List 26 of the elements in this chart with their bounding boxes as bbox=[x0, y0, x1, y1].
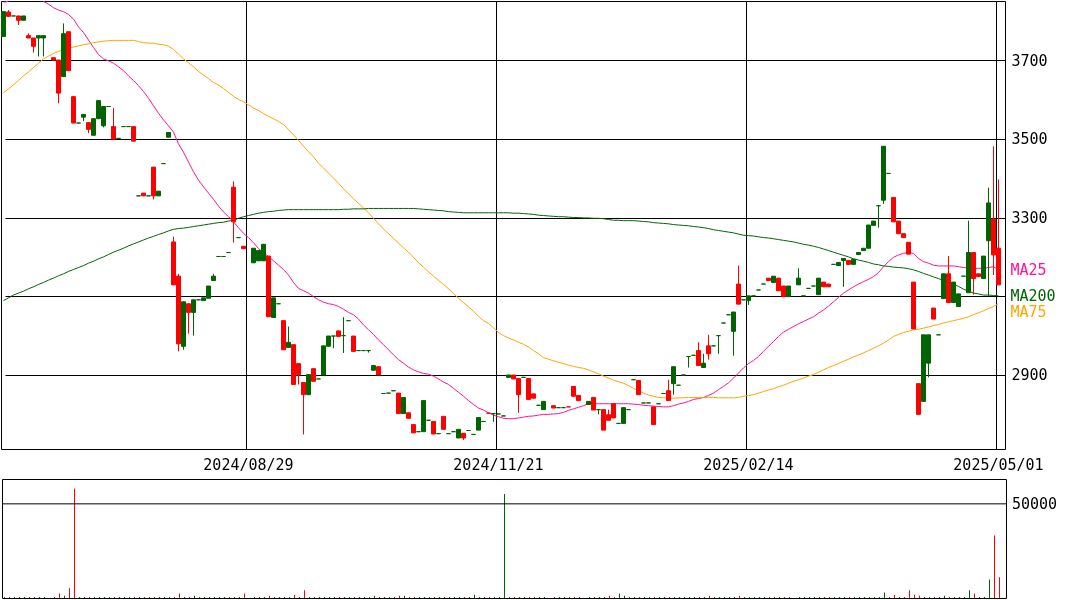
candlestick bbox=[731, 311, 736, 357]
y-tick-label: 3300 bbox=[1011, 209, 1048, 228]
x-tick-label: 2024/08/29 bbox=[203, 455, 294, 474]
candlestick bbox=[286, 326, 291, 348]
x-tick-label: 2025/05/01 bbox=[953, 455, 1044, 474]
text: 50000 bbox=[1012, 494, 1058, 513]
series-label: MA75 bbox=[1010, 302, 1047, 321]
candlestick bbox=[696, 341, 701, 367]
x-tick-label: 2025/02/14 bbox=[703, 455, 794, 474]
candlestick bbox=[736, 265, 741, 305]
candlestick bbox=[301, 381, 306, 435]
candlestick bbox=[396, 392, 401, 415]
y-tick-label: 3700 bbox=[1011, 51, 1048, 70]
series-label: MA25 bbox=[1010, 260, 1047, 279]
candlestick bbox=[306, 374, 311, 396]
y-tick-label: 3500 bbox=[1011, 130, 1048, 149]
candlestick bbox=[111, 107, 116, 140]
y-tick-label: 2900 bbox=[1011, 366, 1048, 385]
candlestick bbox=[186, 303, 191, 335]
x-tick-label: 2024/11/21 bbox=[453, 455, 544, 474]
candlestick bbox=[841, 257, 846, 288]
candlestick bbox=[706, 334, 711, 361]
candlestick bbox=[671, 366, 676, 396]
candlestick bbox=[666, 379, 671, 402]
candlestick bbox=[981, 255, 986, 280]
series-label: MA200 bbox=[1010, 286, 1056, 305]
